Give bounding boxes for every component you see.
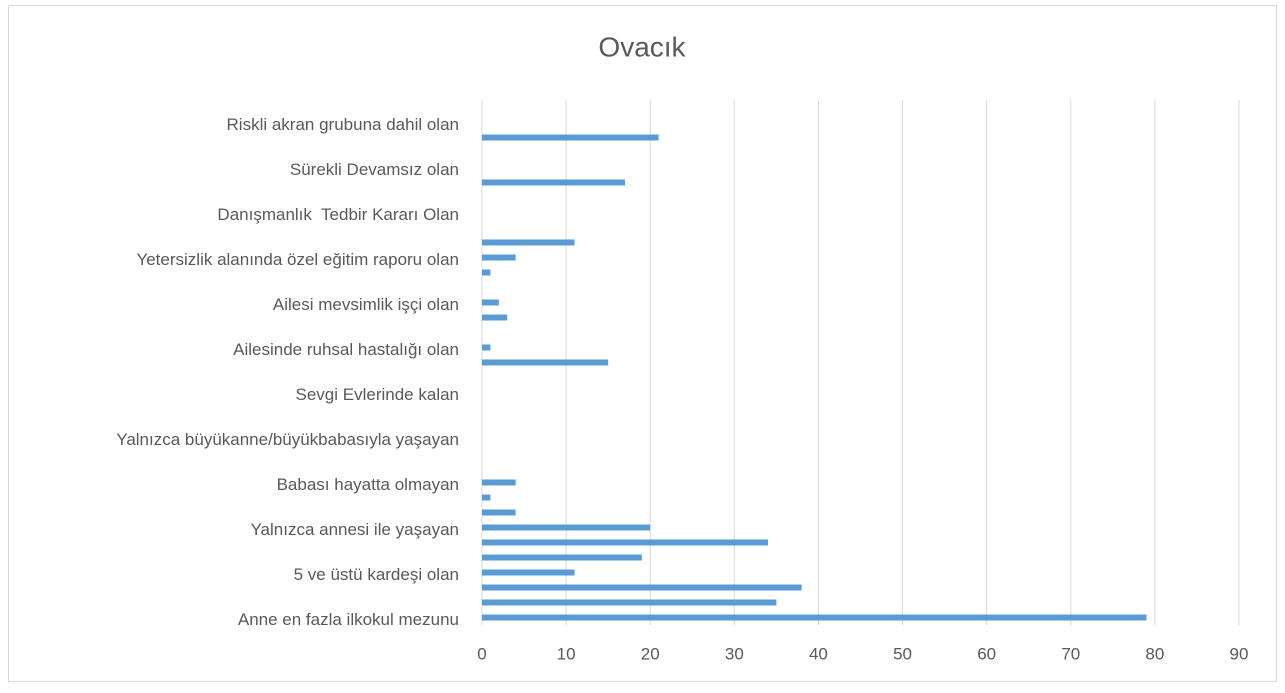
bar bbox=[482, 614, 1147, 621]
x-tick-label: 20 bbox=[641, 644, 660, 663]
bar bbox=[482, 524, 651, 531]
y-tick-label: Yalnızca büyükanne/büyükbabasıyla yaşaya… bbox=[116, 430, 459, 449]
bar bbox=[482, 584, 802, 591]
x-tick-label: 90 bbox=[1230, 644, 1249, 663]
bar bbox=[482, 344, 491, 351]
x-tick-label: 0 bbox=[477, 644, 486, 663]
bar bbox=[482, 179, 625, 186]
chart-frame bbox=[8, 5, 1277, 682]
x-tick-label: 80 bbox=[1145, 644, 1164, 663]
x-tick-label: 30 bbox=[725, 644, 744, 663]
bar bbox=[482, 554, 642, 561]
bar bbox=[482, 494, 491, 501]
bar bbox=[482, 569, 575, 576]
x-tick-label: 50 bbox=[893, 644, 912, 663]
bar bbox=[482, 509, 516, 516]
y-tick-label: Yalnızca annesi ile yaşayan bbox=[250, 520, 459, 539]
bar bbox=[482, 314, 508, 321]
chart-title: Ovacık bbox=[598, 31, 686, 62]
bar bbox=[482, 479, 516, 486]
x-tick-label: 60 bbox=[977, 644, 996, 663]
y-tick-label: Sevgi Evlerinde kalan bbox=[296, 385, 459, 404]
bar bbox=[482, 269, 491, 276]
y-tick-label: Yetersizlik alanında özel eğitim raporu … bbox=[136, 250, 459, 269]
bar bbox=[482, 134, 659, 141]
y-tick-label: Sürekli Devamsız olan bbox=[290, 160, 459, 179]
bar bbox=[482, 254, 516, 261]
y-tick-label: 5 ve üstü kardeşi olan bbox=[294, 565, 459, 584]
x-tick-label: 10 bbox=[557, 644, 576, 663]
bar bbox=[482, 299, 499, 306]
y-tick-label: Babası hayatta olmayan bbox=[277, 475, 459, 494]
bar bbox=[482, 359, 609, 366]
bar bbox=[482, 239, 575, 246]
y-tick-label: Anne en fazla ilkokul mezunu bbox=[238, 610, 459, 629]
x-tick-label: 40 bbox=[809, 644, 828, 663]
y-tick-label: Ailesinde ruhsal hastalığı olan bbox=[233, 340, 459, 359]
y-tick-label: Danışmanlık Tedbir Kararı Olan bbox=[217, 205, 459, 224]
x-tick-label: 70 bbox=[1061, 644, 1080, 663]
bar bbox=[482, 539, 768, 546]
bar bbox=[482, 599, 777, 606]
y-tick-label: Ailesi mevsimlik işçi olan bbox=[273, 295, 459, 314]
y-tick-label: Riskli akran grubuna dahil olan bbox=[227, 115, 459, 134]
